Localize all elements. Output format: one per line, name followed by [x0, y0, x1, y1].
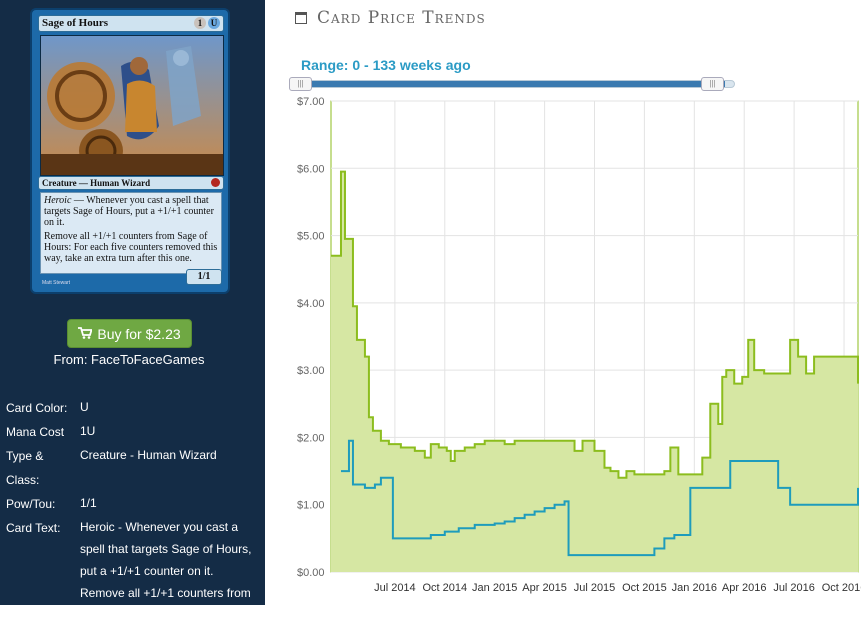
seller-label: From: FaceToFaceGames: [0, 352, 258, 367]
y-tick-label: $6.00: [297, 163, 325, 175]
attr-value: U: [80, 396, 258, 420]
price-panel: Card Price Trends Range: 0 - 133 weeks a…: [265, 0, 863, 605]
calendar-icon: [295, 12, 307, 24]
rules-heroic: Heroic — Whenever you cast a spell that …: [44, 195, 218, 228]
range-slider[interactable]: ||| |||: [289, 77, 735, 91]
x-tick-label: Jul 2014: [374, 582, 416, 594]
buy-button[interactable]: Buy for $2.23: [67, 319, 192, 348]
x-tick-label: Oct 2014: [422, 582, 467, 594]
artist-credit: Matt Stewart: [42, 280, 70, 286]
x-tick-label: Apr 2015: [522, 582, 567, 594]
card-sidebar: Sage of Hours 1 U: [0, 0, 265, 605]
range-label: Range: 0 - 133 weeks ago: [301, 57, 471, 73]
x-tick-label: Oct 2016: [822, 582, 861, 594]
x-tick-label: Jul 2015: [574, 582, 616, 594]
attr-row-color: Card Color:U: [6, 396, 258, 420]
attr-value: Creature - Human Wizard: [80, 444, 258, 492]
type-line: Creature — Human Wizard: [38, 176, 224, 190]
set-symbol-icon: [211, 178, 220, 187]
attr-value: Heroic - Whenever you cast a spell that …: [80, 516, 258, 626]
attr-row-pt: Pow/Tou:1/1: [6, 492, 258, 516]
attr-key: Pow/Tou:: [6, 492, 80, 516]
x-tick-label: Jul 2016: [773, 582, 815, 594]
type-line-text: Creature — Human Wizard: [42, 178, 150, 188]
x-tick-label: Jan 2015: [472, 582, 517, 594]
rules-text-2: Remove all +1/+1 counters from Sage of H…: [44, 231, 218, 264]
x-tick-label: Apr 2016: [722, 582, 767, 594]
attr-key: Mana Cost: [6, 420, 80, 444]
y-tick-label: $0.00: [297, 567, 325, 579]
y-tick-label: $4.00: [297, 298, 325, 310]
attr-key: Card Text:: [6, 516, 80, 626]
price-chart: $0.00 $1.00 $2.00 $3.00 $4.00 $5.00 $6.00 $7.00…: [295, 97, 861, 603]
x-tick-label: Oct 2015: [622, 582, 667, 594]
y-tick-label: $5.00: [297, 231, 325, 243]
card-name: Sage of Hours: [42, 17, 108, 29]
card-name-bar: Sage of Hours 1 U: [38, 15, 224, 32]
x-tick-label: Jan 2016: [672, 582, 717, 594]
slider-fill: [301, 81, 725, 87]
card-image: Sage of Hours 1 U: [30, 8, 230, 294]
rules-textbox: Heroic — Whenever you cast a spell that …: [40, 192, 222, 274]
card-art-illustration: [41, 36, 223, 175]
panel-header: Card Price Trends: [295, 8, 486, 28]
y-tick-label: $2.00: [297, 432, 325, 444]
attr-key: Card Color:: [6, 396, 80, 420]
y-tick-label: $7.00: [297, 97, 325, 108]
attr-value: 1/1: [80, 492, 258, 516]
attr-row-text: Card Text:Heroic - Whenever you cast a s…: [6, 516, 258, 626]
generic-mana-icon: 1: [194, 17, 206, 29]
attr-row-type: Type & Class:Creature - Human Wizard: [6, 444, 258, 492]
y-tick-label: $3.00: [297, 365, 325, 377]
buy-button-label: Buy for $2.23: [97, 326, 180, 342]
page-title: Card Price Trends: [317, 8, 486, 28]
slider-handle-left[interactable]: |||: [289, 77, 312, 91]
power-toughness-box: 1/1: [186, 269, 222, 285]
attr-key: Type & Class:: [6, 444, 80, 492]
cart-icon: [78, 320, 92, 348]
mana-cost: 1 U: [194, 17, 220, 29]
slider-handle-right[interactable]: |||: [701, 77, 724, 91]
y-tick-label: $1.00: [297, 500, 325, 512]
attr-value: 1U: [80, 420, 258, 444]
blue-mana-icon: U: [208, 17, 220, 29]
heroic-keyword: Heroic: [44, 195, 71, 206]
card-art: [40, 35, 224, 176]
